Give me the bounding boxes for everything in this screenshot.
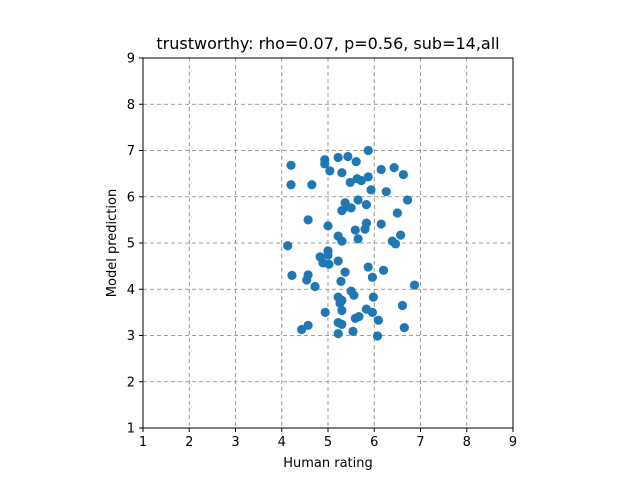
data-point [324, 259, 334, 269]
data-point [345, 177, 355, 188]
y-tick-label: 6 [127, 190, 135, 205]
y-tick-label: 3 [127, 329, 135, 344]
y-tick-label: 1 [127, 422, 135, 437]
data-point [343, 151, 353, 162]
grid-lines [143, 58, 513, 428]
x-tick-label: 2 [185, 435, 193, 450]
data-point [372, 331, 383, 341]
y-tick-label: 2 [127, 375, 135, 390]
x-tick-label: 3 [231, 435, 239, 450]
x-axis-label: Human rating [283, 456, 373, 471]
y-tick-label: 5 [127, 237, 135, 252]
data-point [361, 200, 371, 210]
data-point [302, 275, 312, 285]
data-point [336, 276, 346, 286]
data-point [283, 241, 293, 251]
data-point [337, 168, 347, 178]
data-point [341, 202, 352, 212]
data-point [353, 234, 363, 244]
data-point [337, 236, 347, 246]
data-point [350, 225, 360, 235]
data-point [366, 185, 376, 195]
x-tick-label: 7 [416, 435, 424, 450]
data-point [392, 208, 402, 218]
x-tick-label: 1 [139, 435, 147, 450]
data-point [286, 160, 296, 170]
data-point [337, 305, 347, 316]
data-point [363, 172, 373, 182]
data-point [389, 163, 399, 173]
y-tick-label: 8 [127, 98, 135, 113]
data-point [333, 256, 343, 266]
data-point [286, 180, 296, 190]
data-point [376, 164, 386, 175]
y-tick-label: 4 [127, 283, 135, 298]
data-point [310, 281, 320, 292]
data-point [409, 280, 420, 290]
data-point [402, 195, 413, 205]
data-point [354, 311, 364, 322]
data-point [325, 166, 335, 176]
data-point [390, 239, 401, 249]
data-point [378, 265, 389, 275]
data-point [368, 292, 378, 302]
data-point [397, 300, 408, 311]
data-point [333, 329, 343, 339]
data-point [348, 326, 358, 336]
data-point [367, 307, 377, 317]
data-point [363, 262, 373, 272]
y-axis-label: Model prediction [105, 189, 120, 297]
data-point [381, 187, 391, 197]
data-point [351, 157, 361, 167]
data-point [335, 298, 345, 308]
data-point [363, 145, 373, 156]
data-point [333, 152, 343, 163]
x-tick-label: 5 [324, 435, 332, 450]
data-point [367, 272, 377, 282]
data-point [337, 319, 347, 329]
data-point [320, 307, 330, 317]
x-tick-label: 6 [370, 435, 378, 450]
data-point [356, 175, 366, 186]
data-point [297, 324, 307, 335]
data-point [353, 195, 363, 205]
data-point [399, 323, 409, 333]
chart-title: trustworthy: rho=0.07, p=0.56, sub=14,al… [156, 34, 499, 53]
data-point [320, 159, 330, 169]
data-point [307, 180, 317, 190]
axis-ticks: 1 2 3 4 5 6 7 8 9 1 2 3 4 5 6 7 8 9 [127, 52, 517, 451]
data-points [283, 145, 420, 341]
data-point [398, 169, 408, 180]
data-point [323, 221, 333, 231]
data-point [360, 224, 370, 234]
x-tick-label: 9 [509, 435, 517, 450]
data-point [287, 270, 297, 280]
y-tick-label: 7 [127, 144, 135, 159]
y-tick-label: 9 [127, 52, 135, 67]
data-point [340, 267, 350, 277]
x-tick-label: 4 [278, 435, 286, 450]
data-point [323, 250, 333, 260]
data-point [349, 290, 359, 300]
data-point [396, 230, 406, 240]
data-point [373, 315, 384, 325]
data-point [303, 215, 313, 225]
data-point [376, 219, 386, 229]
x-tick-label: 8 [463, 435, 471, 450]
